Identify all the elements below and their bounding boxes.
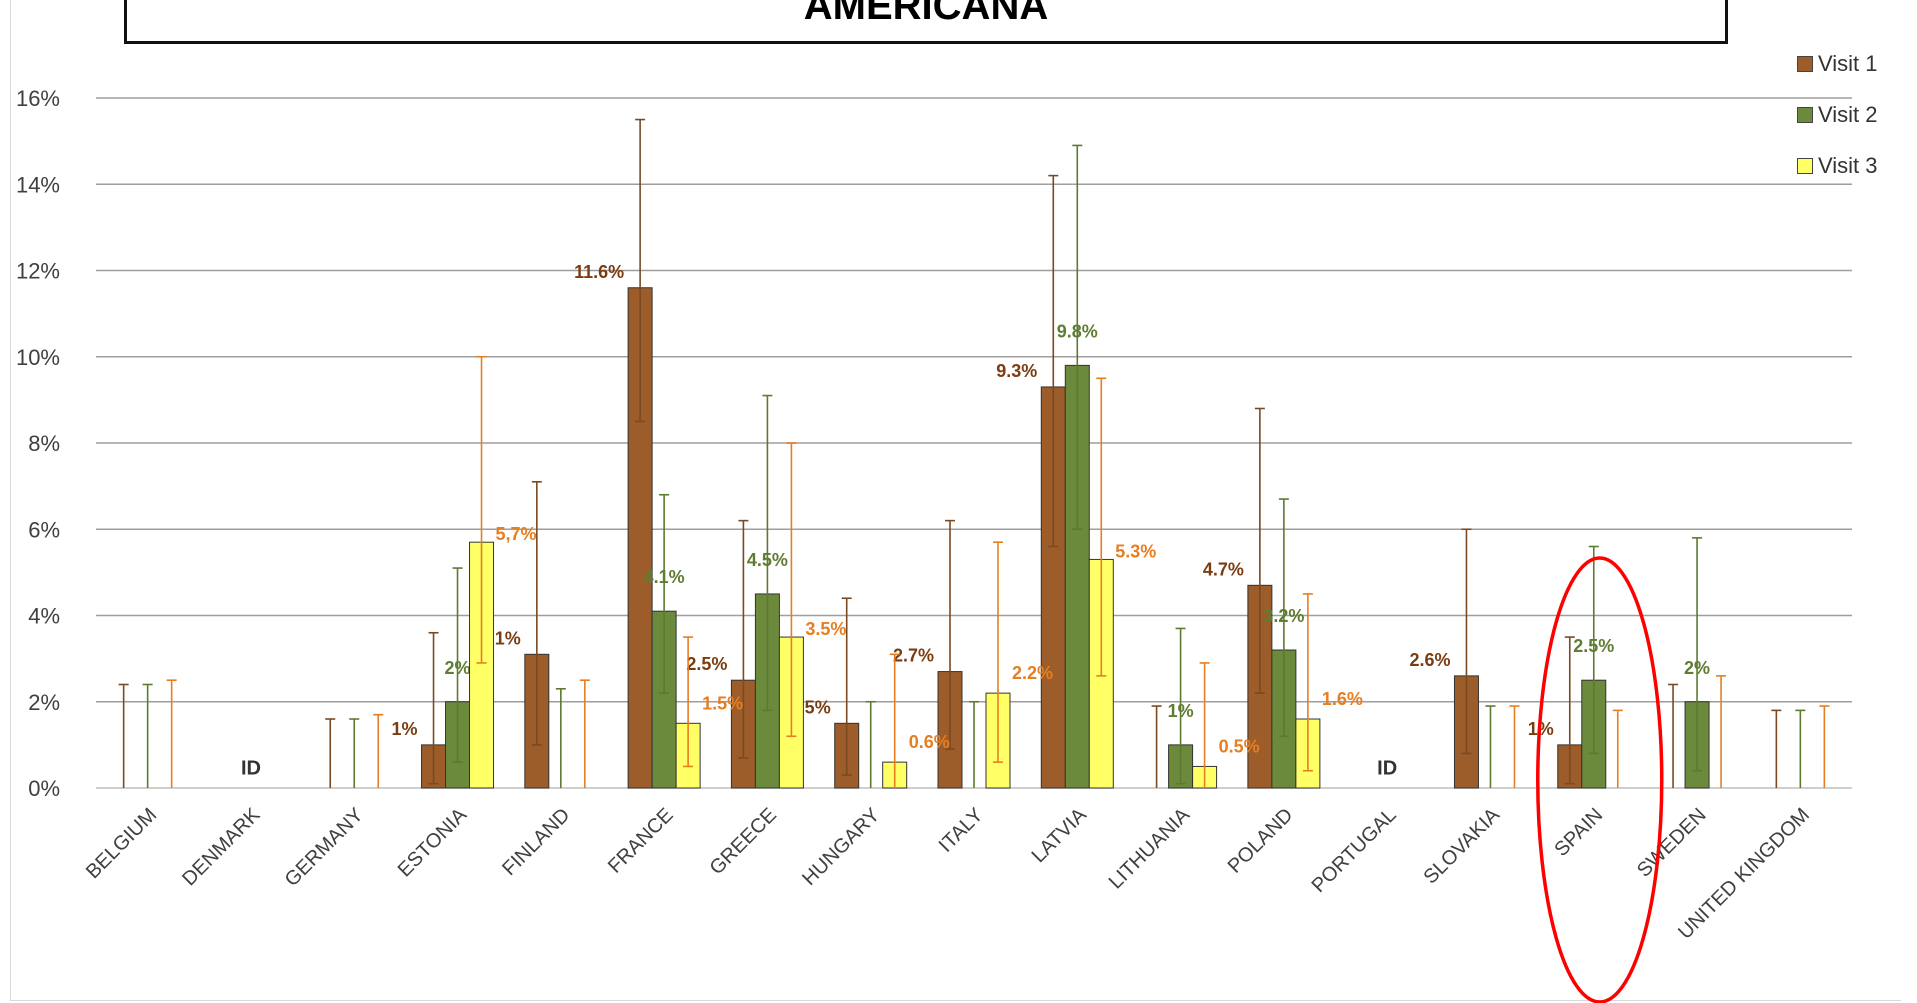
legend-swatch [1797, 55, 1813, 72]
legend-label: Visit 1 [1818, 50, 1878, 76]
data-label: 5.3% [1115, 541, 1156, 561]
data-label: 4.1% [644, 567, 685, 587]
x-tick-label: ITALY [935, 804, 988, 857]
data-label: 2.6% [1409, 650, 1450, 670]
y-tick-label: 14% [16, 172, 60, 197]
data-label: 2% [1684, 658, 1710, 678]
data-label: 4.5% [747, 550, 788, 570]
x-tick-label: SLOVAKIA [1420, 804, 1505, 889]
data-label: 1% [392, 719, 418, 739]
legend-item-visit-1: Visit 1 [1797, 38, 1878, 89]
x-tick-label: DENMARK [178, 804, 265, 891]
x-tick-label: FINLAND [498, 804, 574, 880]
y-tick-label: 12% [16, 259, 60, 284]
category-note: ID [241, 757, 261, 779]
x-tick-label: LITHUANIA [1105, 804, 1195, 894]
chart-frame [10, 0, 1901, 1001]
data-label: 1.6% [1322, 689, 1363, 709]
data-label: 5,7% [496, 524, 537, 544]
y-tick-label: 8% [28, 431, 60, 456]
x-tick-label: SWEDEN [1633, 804, 1711, 882]
highlight-ellipse [1536, 556, 1664, 1003]
x-tick-label: PORTUGAL [1308, 804, 1401, 897]
x-tick-label: POLAND [1224, 804, 1298, 878]
chart-title-box: AMERICANA [124, 0, 1728, 44]
data-label: 0.6% [909, 732, 950, 752]
legend-label: Visit 3 [1818, 152, 1878, 178]
x-tick-label: FRANCE [604, 804, 678, 878]
legend-item-visit-3: Visit 3 [1797, 140, 1878, 191]
category-note: ID [1377, 757, 1397, 779]
data-label: 2.5% [686, 654, 727, 674]
legend-swatch [1797, 106, 1813, 123]
y-tick-label: 4% [28, 604, 60, 629]
data-label: 9.8% [1057, 321, 1098, 341]
y-tick-label: 0% [28, 776, 60, 801]
data-label: 1.5% [702, 693, 743, 713]
x-tick-label: HUNGARY [798, 804, 884, 890]
legend-swatch [1797, 157, 1813, 174]
data-label: 1% [1168, 701, 1194, 721]
x-tick-label: BELGIUM [82, 804, 161, 883]
legend: Visit 1 Visit 2 Visit 3 [1797, 38, 1878, 191]
data-label: 2.2% [1012, 663, 1053, 683]
data-label: 9.3% [996, 361, 1037, 381]
data-label: 4.7% [1203, 559, 1244, 579]
data-label: 2.7% [893, 646, 934, 666]
y-tick-label: 16% [16, 86, 60, 111]
data-label: 0.5% [1219, 736, 1260, 756]
legend-label: Visit 2 [1818, 101, 1878, 127]
chart-title: AMERICANA [803, 0, 1049, 28]
x-tick-label: LATVIA [1028, 804, 1092, 868]
x-tick-label: ESTONIA [394, 804, 472, 882]
y-tick-label: 2% [28, 690, 60, 715]
data-label: 2.5% [1573, 636, 1614, 656]
y-tick-label: 10% [16, 345, 60, 370]
x-tick-label: SPAIN [1550, 804, 1607, 861]
data-label: 2% [445, 658, 471, 678]
data-label: 3.5% [805, 619, 846, 639]
legend-item-visit-2: Visit 2 [1797, 89, 1878, 140]
data-label: 3.2% [1263, 606, 1304, 626]
bar [627, 287, 653, 789]
x-tick-label: GERMANY [281, 804, 368, 891]
data-label: 11.6% [574, 262, 624, 282]
x-tick-label: GREECE [706, 804, 781, 879]
y-tick-label: 6% [28, 517, 60, 542]
